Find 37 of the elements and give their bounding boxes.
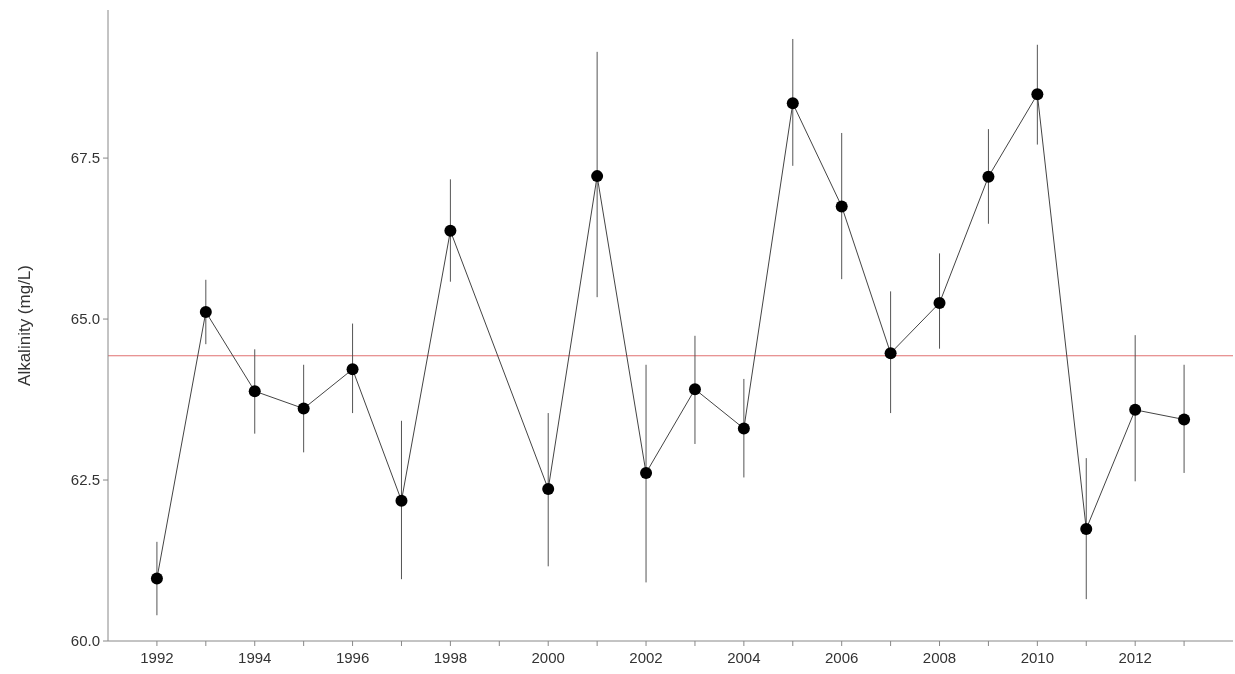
x-tick-label: 1996: [335, 649, 370, 666]
x-tick-label: 2012: [1118, 649, 1152, 666]
point: [835, 200, 848, 213]
x-tick-label: 2010: [1020, 649, 1055, 666]
point: [248, 385, 261, 398]
point: [395, 494, 408, 507]
point: [346, 363, 359, 376]
point: [150, 572, 163, 585]
x-tick-label: 2002: [629, 649, 663, 666]
point: [640, 466, 653, 479]
y-tick-label: 62.5: [70, 471, 100, 489]
point: [786, 97, 799, 110]
point: [199, 305, 212, 318]
point: [1031, 88, 1044, 101]
point: [933, 296, 946, 309]
point: [982, 170, 995, 183]
x-tick-label: 2004: [727, 649, 761, 666]
x-tick-label: 1994: [238, 649, 272, 666]
y-tick-label: 60.0: [70, 632, 100, 650]
point: [884, 347, 897, 360]
y-tick-label: 65.0: [70, 310, 100, 328]
point: [591, 170, 604, 183]
y-axis-title: Alkalinity (mg/L): [15, 265, 34, 386]
point: [444, 224, 457, 237]
point: [1178, 413, 1191, 426]
x-tick-label: 2000: [531, 649, 565, 666]
y-tick-label: 67.5: [70, 149, 100, 167]
point: [688, 383, 701, 396]
point: [542, 483, 555, 496]
point: [1129, 403, 1142, 416]
x-tick-label: 2008: [922, 649, 957, 666]
x-tick-label: 2006: [825, 649, 859, 666]
point: [297, 402, 310, 415]
point: [1080, 522, 1093, 535]
point: [737, 422, 750, 435]
x-tick-label: 1998: [433, 649, 468, 666]
x-tick-label: 1992: [140, 649, 174, 666]
